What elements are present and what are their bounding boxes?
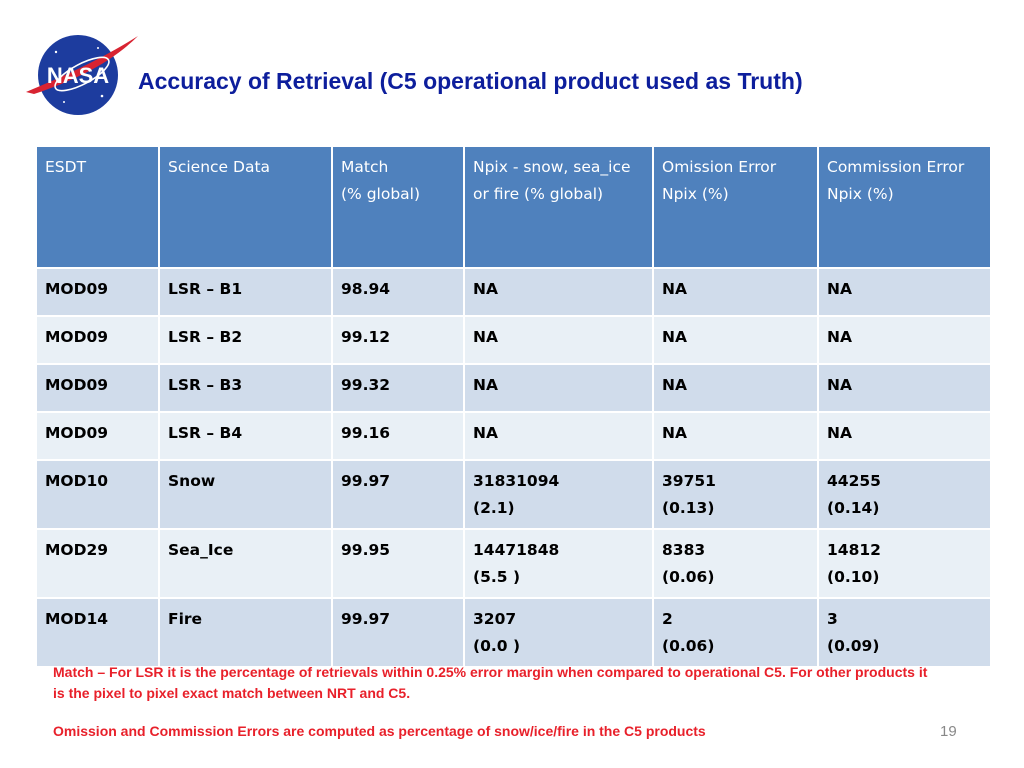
table-row: MOD10 Snow 99.97 31831094 (2.1) 39751 (0.1… <box>35 459 992 530</box>
cell-commission: 3 (0.09) <box>817 597 992 668</box>
cell-npix: NA <box>463 411 654 461</box>
cell-science-data: LSR – B3 <box>158 363 333 413</box>
nasa-logo-icon: NASA <box>26 35 138 115</box>
page-number: 19 <box>940 723 957 740</box>
cell-science-data: Sea_Ice <box>158 528 333 599</box>
slide-title: Accuracy of Retrieval (C5 operational pr… <box>138 68 803 94</box>
cell-npix: 3207 (0.0 ) <box>463 597 654 668</box>
nasa-logo-text: NASA <box>47 63 109 88</box>
table-row: MOD09 LSR – B3 99.32 NA NA NA <box>35 363 992 413</box>
header-science-data: Science Data <box>158 145 333 269</box>
cell-esdt: MOD09 <box>35 267 160 317</box>
cell-esdt: MOD10 <box>35 459 160 530</box>
cell-commission: NA <box>817 267 992 317</box>
cell-match: 99.16 <box>331 411 465 461</box>
cell-omission: 2 (0.06) <box>652 597 819 668</box>
header-esdt: ESDT <box>35 145 160 269</box>
cell-commission: NA <box>817 411 992 461</box>
header-omission-error: Omission Error Npix (%) <box>652 145 819 269</box>
cell-npix: NA <box>463 315 654 365</box>
cell-esdt: MOD29 <box>35 528 160 599</box>
cell-omission: 39751 (0.13) <box>652 459 819 530</box>
cell-npix: 14471848 (5.5 ) <box>463 528 654 599</box>
cell-science-data: LSR – B4 <box>158 411 333 461</box>
cell-match: 98.94 <box>331 267 465 317</box>
table-row: MOD09 LSR – B1 98.94 NA NA NA <box>35 267 992 317</box>
cell-commission: NA <box>817 315 992 365</box>
cell-omission: 8383 (0.06) <box>652 528 819 599</box>
cell-commission: 14812 (0.10) <box>817 528 992 599</box>
cell-omission: NA <box>652 411 819 461</box>
cell-esdt: MOD09 <box>35 315 160 365</box>
cell-omission: NA <box>652 315 819 365</box>
cell-npix: NA <box>463 267 654 317</box>
cell-science-data: Fire <box>158 597 333 668</box>
cell-match: 99.12 <box>331 315 465 365</box>
match-note: Match – For LSR it is the percentage of … <box>53 664 928 701</box>
cell-science-data: Snow <box>158 459 333 530</box>
cell-match: 99.97 <box>331 459 465 530</box>
header-commission-error: Commission Error Npix (%) <box>817 145 992 269</box>
cell-esdt: MOD09 <box>35 411 160 461</box>
header-match: Match (% global) <box>331 145 465 269</box>
cell-npix: NA <box>463 363 654 413</box>
table-row: MOD09 LSR – B4 99.16 NA NA NA <box>35 411 992 461</box>
cell-science-data: LSR – B1 <box>158 267 333 317</box>
cell-omission: NA <box>652 363 819 413</box>
cell-omission: NA <box>652 267 819 317</box>
cell-esdt: MOD14 <box>35 597 160 668</box>
cell-match: 99.32 <box>331 363 465 413</box>
cell-esdt: MOD09 <box>35 363 160 413</box>
table-row: MOD29 Sea_Ice 99.95 14471848 (5.5 ) 8383(… <box>35 528 992 599</box>
errors-note: Omission and Commission Errors are compu… <box>53 723 706 739</box>
cell-npix: 31831094 (2.1) <box>463 459 654 530</box>
cell-match: 99.95 <box>331 528 465 599</box>
cell-commission: NA <box>817 363 992 413</box>
cell-match: 99.97 <box>331 597 465 668</box>
table-row: MOD09 LSR – B2 99.12 NA NA NA <box>35 315 992 365</box>
accuracy-table: ESDT Science Data Match (% global) Npix -… <box>35 145 992 668</box>
cell-commission: 44255 (0.14) <box>817 459 992 530</box>
header-npix: Npix - snow, sea_ice or fire (% global) <box>463 145 654 269</box>
cell-science-data: LSR – B2 <box>158 315 333 365</box>
table-row: MOD14 Fire 99.97 3207 (0.0 ) 2 (0.06) 3 (0.… <box>35 597 992 668</box>
table-header-row: ESDT Science Data Match (% global) Npix -… <box>35 145 992 269</box>
